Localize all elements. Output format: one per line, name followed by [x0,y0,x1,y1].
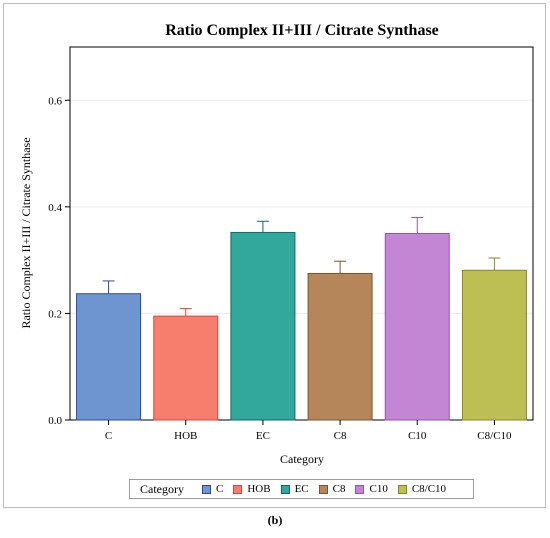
bar-c8-c10 [461,269,527,421]
x-axis-label: Category [280,452,324,466]
legend-entry: EC [280,483,309,495]
y-tick-label: 0.4 [48,202,62,214]
legend-title: Category [140,481,184,496]
legend-items: C HOB EC C8 C10 C8/C10 [202,483,456,495]
legend-label: C10 [369,483,388,495]
bar-c8 [307,272,373,421]
x-tick-label: HOB [174,430,197,442]
x-tick-label: C8 [334,430,347,442]
gridlines [70,99,533,314]
y-tick-label: 0.0 [48,415,62,427]
bar-hob [153,315,219,421]
bar-c10 [384,233,450,421]
legend-swatch [397,484,407,494]
legend-swatch [318,484,328,494]
legend-entry: C8 [318,483,346,495]
figure-caption: (b) [267,513,283,527]
x-axis: C HOB EC C8 C10 C8/C10 [105,420,512,442]
bar-c [76,293,142,421]
plot-area [69,46,534,421]
legend-entry: HOB [233,483,271,495]
legend-swatch [280,484,290,494]
legend-label: EC [294,483,309,495]
legend-entry: C8/C10 [397,483,447,495]
x-tick-label: C [105,430,112,442]
bars [76,217,527,421]
y-axis: 0.0 0.2 0.4 0.6 [48,95,70,427]
legend-label: C [216,483,224,495]
legend-label: HOB [247,483,271,495]
legend-label: C8 [332,483,346,495]
x-tick-label: C8/C10 [477,430,512,442]
x-tick-label: EC [256,430,270,442]
y-tick-label: 0.6 [48,95,62,107]
legend-swatch [355,484,365,494]
y-tick-label: 0.2 [48,308,62,320]
legend-label: C8/C10 [411,483,447,495]
legend: Category C HOB EC C8 C10 C8/C10 [129,479,474,499]
legend-entry: C [202,483,223,495]
chart-title: Ratio Complex II+III / Citrate Synthase [165,22,439,39]
figure-frame [3,3,546,508]
legend-entry: C10 [355,483,388,495]
y-axis-label: Ratio Complex II+III / Citrate Synthase [19,137,33,328]
x-tick-label: C10 [408,430,427,442]
legend-swatch [233,484,243,494]
legend-swatch [202,484,211,494]
bar-ec [230,231,296,421]
